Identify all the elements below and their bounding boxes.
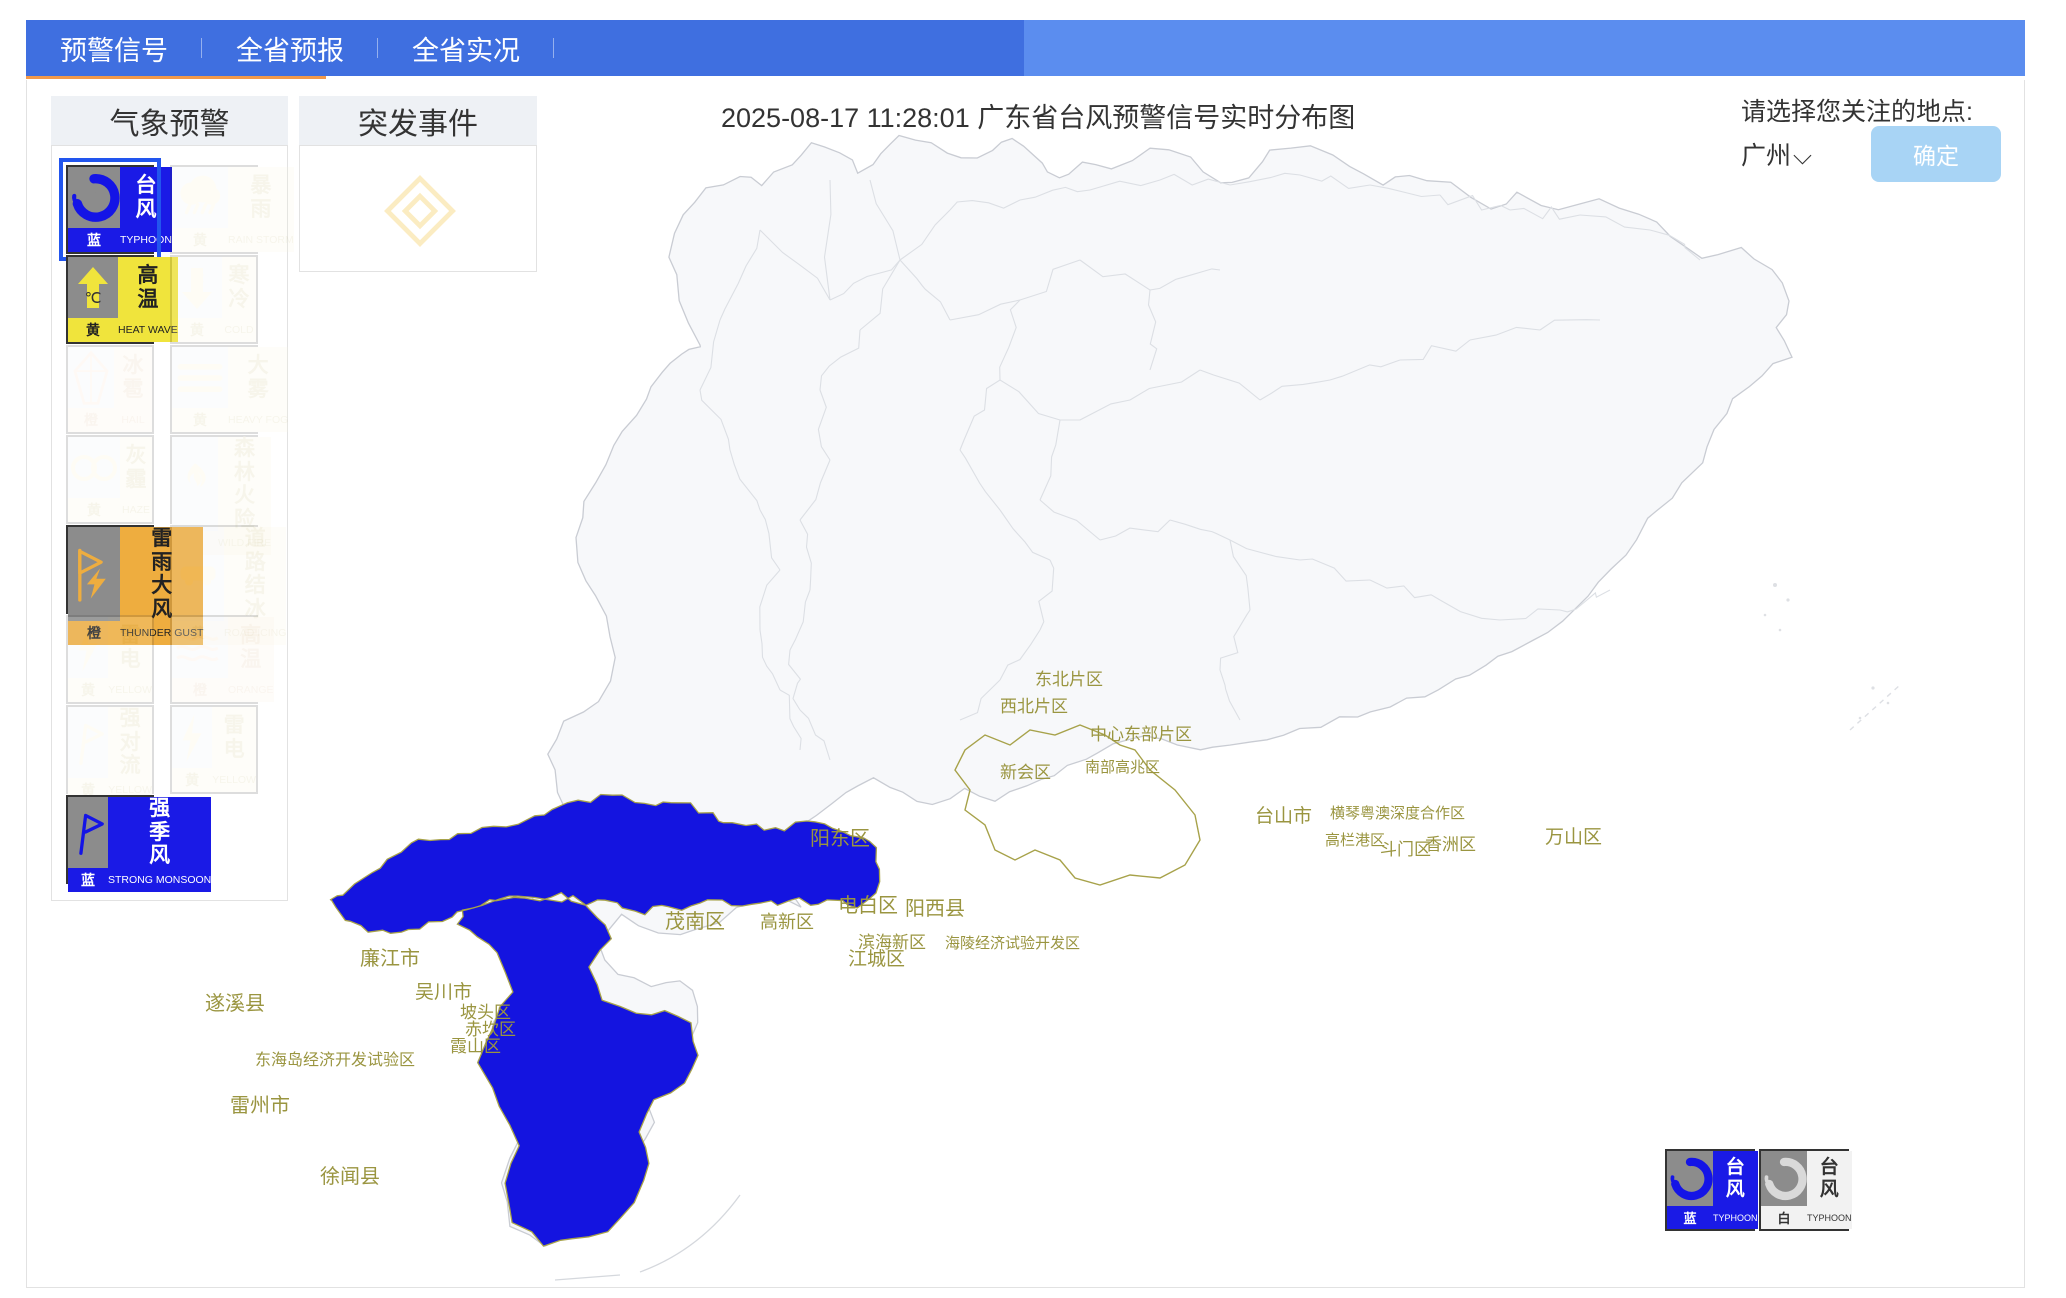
svg-text:东北片区: 东北片区 [1035, 670, 1103, 689]
svg-text:霞山区: 霞山区 [450, 1037, 501, 1056]
svg-text:新会区: 新会区 [1000, 763, 1051, 782]
svg-text:香洲区: 香洲区 [1425, 835, 1476, 854]
svg-text:阳东区: 阳东区 [810, 827, 870, 850]
svg-text:吴川市: 吴川市 [415, 981, 472, 1003]
svg-text:中心东部片区: 中心东部片区 [1090, 725, 1192, 744]
svg-text:电白区: 电白区 [838, 894, 898, 917]
svg-text:徐闻县: 徐闻县 [320, 1165, 380, 1188]
svg-text:海陵经济试验开发区: 海陵经济试验开发区 [945, 935, 1080, 952]
svg-text:茂南区: 茂南区 [665, 910, 725, 933]
svg-text:高新区: 高新区 [760, 912, 814, 932]
svg-text:廉江市: 廉江市 [360, 947, 420, 970]
svg-text:遂溪县: 遂溪县 [205, 992, 265, 1015]
svg-text:横琴粤澳深度合作区: 横琴粤澳深度合作区 [1330, 804, 1465, 822]
svg-text:台山市: 台山市 [1255, 805, 1312, 827]
svg-text:℃: ℃ [85, 290, 102, 307]
svg-text:东海岛经济开发试验区: 东海岛经济开发试验区 [255, 1051, 415, 1069]
svg-text:℃: ℃ [190, 271, 205, 286]
svg-text:万山区: 万山区 [1545, 826, 1602, 848]
svg-text:阳西县: 阳西县 [905, 897, 965, 920]
svg-text:江城区: 江城区 [848, 948, 905, 970]
svg-text:雷州市: 雷州市 [230, 1094, 290, 1117]
svg-text:斗门区: 斗门区 [1380, 840, 1431, 859]
svg-text:南部高兆区: 南部高兆区 [1085, 759, 1160, 776]
svg-text:高栏港区: 高栏港区 [1325, 832, 1385, 849]
svg-text:西北片区: 西北片区 [1000, 697, 1068, 716]
